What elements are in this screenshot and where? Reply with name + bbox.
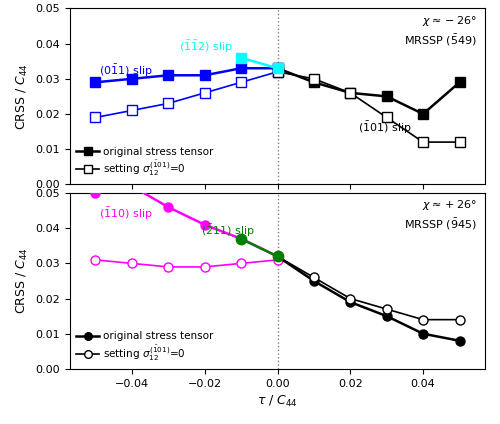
Legend: original stress tensor, setting $\sigma_{12}^{(\bar{1}01)}$=0: original stress tensor, setting $\sigma_… (75, 330, 215, 364)
Y-axis label: CRSS / $C_{44}$: CRSS / $C_{44}$ (15, 248, 30, 314)
Text: $(\bar{2}11)$ slip: $(\bar{2}11)$ slip (201, 223, 255, 239)
X-axis label: $\tau$ / $C_{44}$: $\tau$ / $C_{44}$ (257, 394, 298, 409)
Legend: original stress tensor, setting $\sigma_{12}^{(\bar{1}01)}$=0: original stress tensor, setting $\sigma_… (75, 145, 215, 179)
Text: $(\bar{1}10)$ slip: $(\bar{1}10)$ slip (99, 206, 153, 222)
Text: $\chi \approx -26\degree$
MRSSP ($\bar{5}$49): $\chi \approx -26\degree$ MRSSP ($\bar{5… (404, 14, 476, 47)
Text: $(\bar{1}\bar{1}2)$ slip: $(\bar{1}\bar{1}2)$ slip (179, 39, 233, 55)
Y-axis label: CRSS / $C_{44}$: CRSS / $C_{44}$ (15, 63, 30, 130)
Text: $(0\bar{1}1)$ slip: $(0\bar{1}1)$ slip (99, 63, 153, 79)
Text: $\chi \approx +26\degree$
MRSSP ($\bar{9}$45): $\chi \approx +26\degree$ MRSSP ($\bar{9… (404, 198, 476, 232)
Text: $(\bar{1}01)$ slip: $(\bar{1}01)$ slip (358, 119, 412, 136)
